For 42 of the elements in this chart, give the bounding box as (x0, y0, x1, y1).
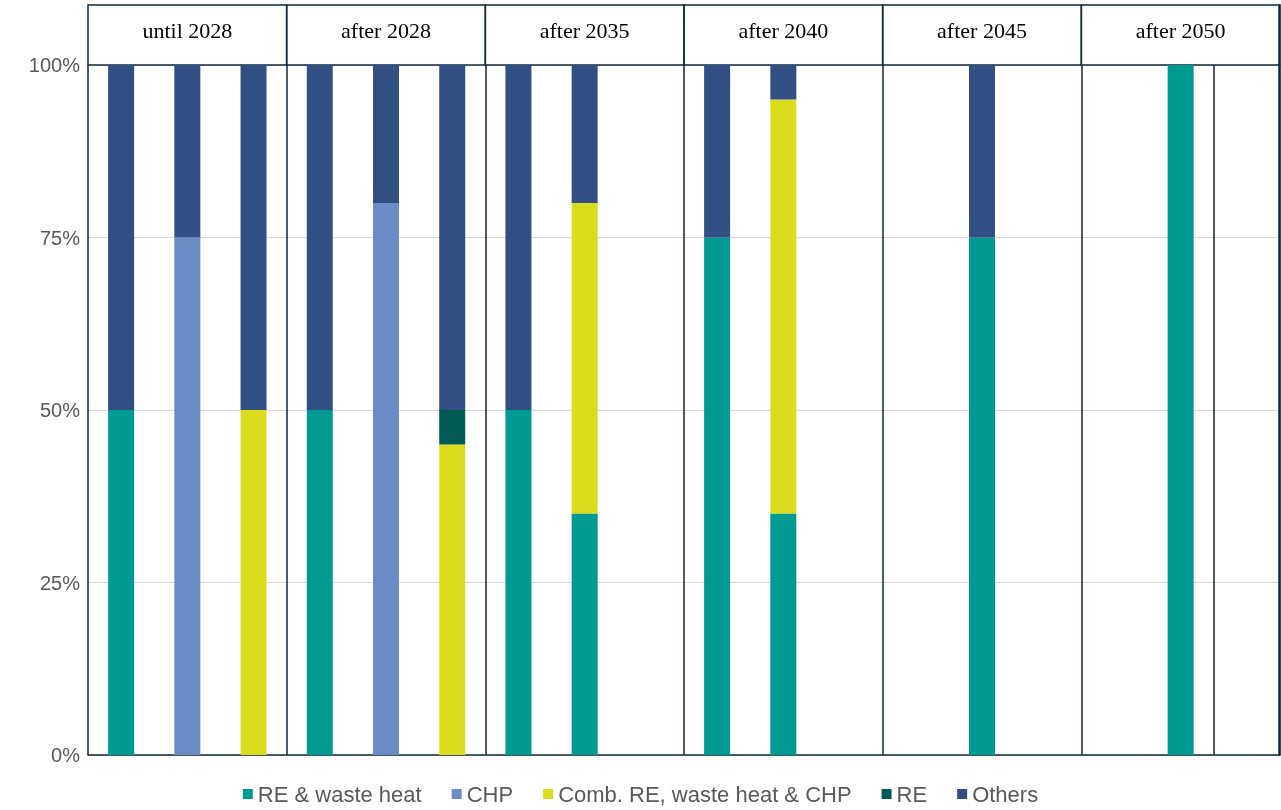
text: after 2050 (1135, 17, 1226, 43)
text: until 2028 (142, 17, 233, 43)
bar (571, 513, 598, 755)
bar (770, 513, 797, 755)
bar (770, 65, 797, 100)
bar (306, 410, 333, 755)
text: after 2028 (341, 17, 431, 43)
bar (704, 65, 731, 238)
bar (174, 65, 201, 238)
bar (439, 444, 466, 755)
bar (969, 65, 995, 238)
bar (439, 410, 466, 445)
bar (108, 410, 135, 755)
legend-label: RE (896, 781, 928, 807)
text: after 2045 (937, 17, 1027, 43)
y-tick-label: 100% (28, 54, 81, 76)
bar (373, 203, 399, 755)
y-tick-label: 25% (39, 571, 81, 594)
y-tick-label: 50% (39, 399, 81, 421)
legend-label: Comb. RE, waste heat & CHP (558, 781, 852, 807)
bar (1167, 65, 1194, 755)
bar (770, 99, 797, 514)
legend-label: CHP (466, 781, 514, 807)
legend-label: Others (972, 781, 1039, 807)
bar (571, 203, 598, 514)
bar (240, 65, 267, 410)
bar (969, 237, 995, 755)
bar (505, 65, 532, 410)
bar (571, 65, 598, 203)
bar (108, 65, 135, 410)
bar (373, 65, 399, 203)
text: after 2035 (539, 17, 630, 43)
bar (306, 65, 333, 410)
bar (240, 410, 267, 755)
bar (704, 237, 731, 755)
bar (505, 410, 532, 755)
bar (174, 237, 201, 755)
y-tick-label: 75% (39, 226, 81, 249)
y-tick-label: 0% (51, 744, 81, 766)
bar (439, 65, 466, 410)
text: after 2040 (738, 17, 829, 43)
legend-label: RE & waste heat (257, 781, 422, 807)
